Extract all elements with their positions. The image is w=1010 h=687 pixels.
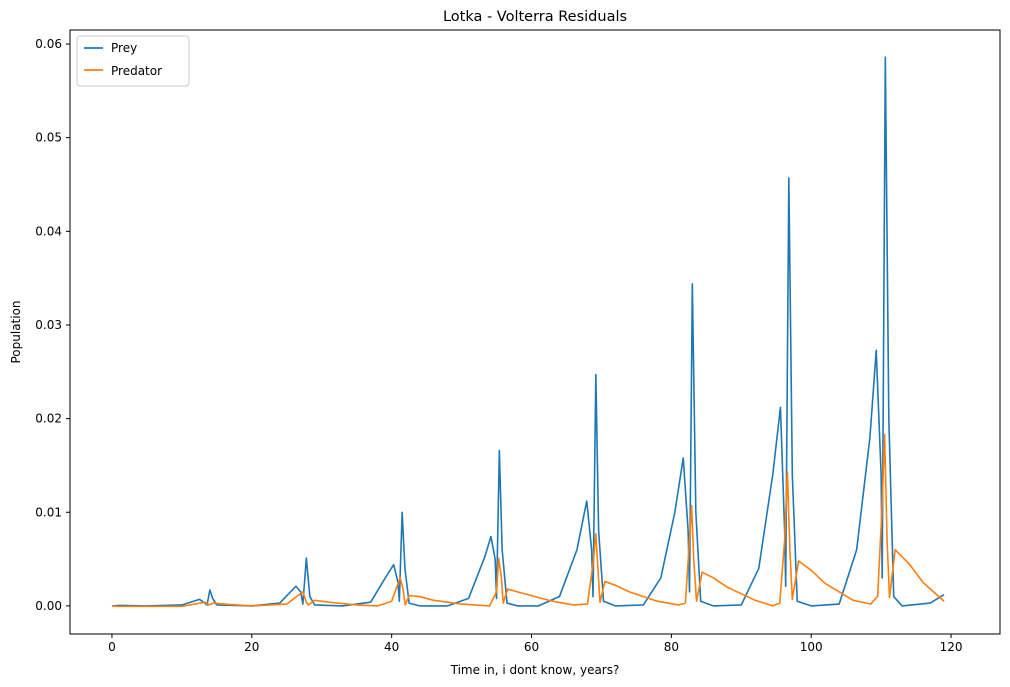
plot-area <box>69 29 1001 635</box>
x-tick-label: 20 <box>244 640 259 654</box>
y-tick-label: 0.04 <box>35 224 62 238</box>
x-tick-label: 120 <box>940 640 963 654</box>
y-axis-label: Population <box>9 300 23 363</box>
y-tick-label: 0.01 <box>35 505 62 519</box>
x-tick-label: 40 <box>384 640 399 654</box>
plot-frame <box>69 29 1001 635</box>
y-tick-label: 0.03 <box>35 318 62 332</box>
series-line-predator <box>111 433 945 608</box>
x-tick-label: 80 <box>664 640 679 654</box>
y-tick-label: 0.06 <box>35 37 62 51</box>
y-tick-label: 0.00 <box>35 599 62 613</box>
series-layer <box>111 56 945 608</box>
x-tick-label: 60 <box>524 640 539 654</box>
legend: Prey Predator <box>76 35 190 87</box>
x-tick-label: 100 <box>800 640 823 654</box>
x-axis-label: Time in, i dont know, years? <box>450 663 620 677</box>
y-tick-label: 0.02 <box>35 412 62 426</box>
legend-label-predator: Predator <box>111 64 162 78</box>
legend-box <box>76 35 190 87</box>
legend-label-prey: Prey <box>111 41 137 55</box>
chart-title: Lotka - Volterra Residuals <box>443 9 627 25</box>
axis-layer: 0 20 40 60 80 100 120 0.00 0.01 0.02 0.03 0.04 0.05 0… <box>35 37 962 654</box>
y-tick-label: 0.05 <box>35 131 62 145</box>
x-tick-label: 0 <box>108 640 116 654</box>
